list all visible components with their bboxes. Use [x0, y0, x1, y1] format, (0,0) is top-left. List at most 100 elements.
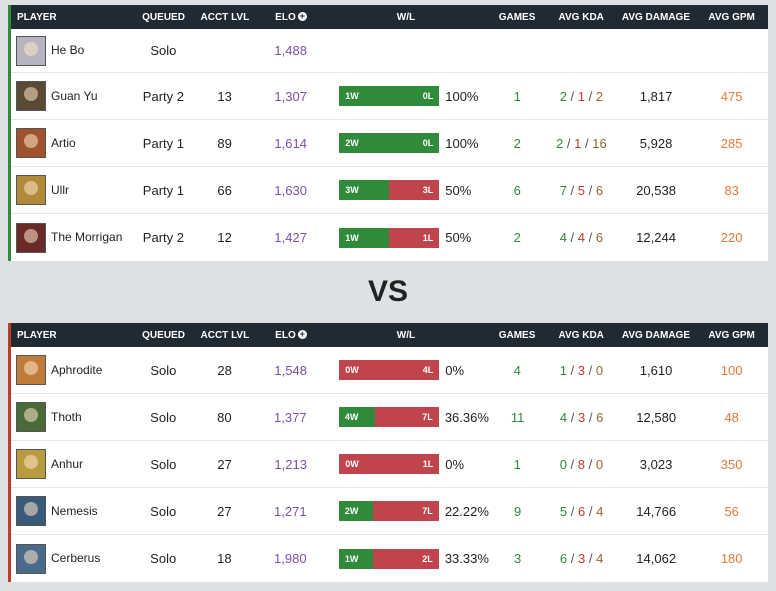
kda-sep: / — [585, 230, 596, 245]
god-avatar[interactable] — [16, 496, 46, 526]
header-games: GAMES — [498, 11, 536, 23]
header-queued: QUEUED — [142, 329, 185, 341]
win-segment: 3W — [339, 180, 390, 200]
plus-icon[interactable]: + — [297, 11, 307, 22]
loss-segment: 1L — [389, 227, 440, 248]
wl-bar: 3W 3L — [339, 180, 440, 200]
wl-bar: 0W 1L — [339, 454, 440, 474]
acct-lvl-value: 12 — [217, 230, 232, 245]
player-row: Ullr Party 1 66 1,630 3W 3L 50% 6 7 / 5 / 6 20,53… — [11, 167, 768, 214]
player-cell: He Bo — [11, 35, 136, 66]
header-wl: W/L — [396, 11, 416, 23]
kda-value: 1 / 3 / 0 — [546, 363, 617, 378]
kda-value: 0 / 8 / 0 — [546, 457, 617, 472]
player-name[interactable]: Thoth — [51, 409, 82, 424]
player-cell: Artio — [11, 128, 136, 158]
win-label: 1W — [344, 553, 359, 564]
win-pct: 33.33% — [444, 551, 489, 566]
gpm-value: 475 — [720, 88, 743, 104]
kills: 4 — [559, 230, 567, 245]
vs-label: VS — [367, 275, 409, 308]
god-avatar[interactable] — [16, 222, 46, 253]
header-elo[interactable]: ELO + — [258, 12, 323, 23]
player-name[interactable]: Ullr — [51, 182, 69, 197]
win-label: 1W — [345, 232, 359, 243]
win-segment: 1W — [339, 227, 390, 248]
table-header: PLAYER QUEUED ACCT LVL ELO + W/L GAMES AV… — [11, 5, 768, 29]
wl-bar: 1W 2L — [338, 548, 439, 569]
player-cell: The Morrigan — [11, 222, 136, 253]
god-avatar[interactable] — [16, 543, 46, 574]
god-avatar[interactable] — [16, 449, 46, 479]
player-name[interactable]: Anhur — [51, 456, 84, 471]
loss-segment: 3L — [389, 180, 440, 200]
header-games: GAMES — [498, 329, 536, 341]
loss-segment: 0W 1L — [339, 454, 440, 474]
queued-value: Solo — [150, 503, 177, 519]
deaths: 1 — [577, 88, 585, 104]
kda-sep: / — [585, 551, 597, 566]
player-name[interactable]: Artio — [51, 135, 76, 150]
kda-sep: / — [566, 230, 578, 245]
queued-value: Solo — [150, 551, 177, 566]
player-cell: Guan Yu — [11, 81, 136, 111]
player-name[interactable]: Aphrodite — [51, 362, 103, 377]
kda-sep: / — [585, 182, 596, 198]
win-pct: 50% — [445, 182, 472, 198]
kills: 5 — [559, 503, 568, 519]
header-avg-damage: AVG DAMAGE — [621, 11, 690, 23]
loss-label: 7L — [422, 506, 433, 516]
header-player: PLAYER — [17, 11, 57, 23]
player-name[interactable]: Cerberus — [51, 551, 101, 565]
player-cell: Ullr — [11, 175, 136, 205]
elo-value: 1,614 — [274, 135, 307, 151]
gpm-value: 56 — [724, 503, 739, 519]
assists: 4 — [596, 503, 604, 519]
acct-lvl-value: 80 — [217, 409, 232, 425]
win-pct: 22.22% — [444, 503, 489, 519]
god-avatar[interactable] — [16, 355, 46, 385]
god-avatar[interactable] — [16, 81, 46, 111]
acct-lvl-value: 27 — [217, 503, 232, 519]
queued-value: Solo — [150, 362, 177, 378]
deaths: 3 — [578, 409, 586, 425]
games-value: 11 — [510, 409, 525, 425]
player-name[interactable]: The Morrigan — [51, 230, 123, 244]
header-elo[interactable]: ELO + — [258, 330, 323, 341]
games-value: 1 — [513, 456, 521, 472]
kda-sep: / — [567, 503, 578, 519]
kda-sep: / — [567, 409, 578, 425]
acct-lvl-value: 89 — [217, 135, 232, 151]
assists: 6 — [596, 409, 604, 425]
kda-sep: / — [585, 409, 597, 425]
player-cell: Anhur — [11, 449, 136, 479]
assists: 16 — [592, 135, 607, 151]
elo-value: 1,427 — [274, 230, 307, 245]
player-name[interactable]: Guan Yu — [51, 88, 98, 103]
gpm-value: 180 — [720, 551, 743, 566]
win-segment: 1W — [338, 548, 373, 569]
gpm-value: 285 — [720, 135, 743, 151]
deaths: 1 — [574, 135, 582, 151]
header-avg-kda: AVG KDA — [558, 329, 604, 341]
kda-sep: / — [563, 135, 575, 151]
win-label: 2W — [345, 138, 359, 148]
player-name[interactable]: Nemesis — [51, 503, 98, 518]
god-avatar[interactable] — [16, 175, 46, 205]
acct-lvl-value: 28 — [217, 362, 232, 378]
queued-value: Solo — [150, 456, 177, 472]
player-cell: Nemesis — [11, 496, 135, 526]
gpm-value: 48 — [724, 409, 739, 425]
loss-segment: 0W 4L — [339, 360, 440, 380]
loss-label: 1L — [422, 232, 434, 243]
wl-cell: 0W 1L 0% — [323, 454, 488, 474]
player-name[interactable]: He Bo — [51, 43, 85, 57]
win-label: 2W — [344, 506, 359, 516]
god-avatar[interactable] — [16, 128, 46, 158]
kills: 0 — [559, 456, 567, 472]
plus-icon[interactable]: + — [297, 329, 307, 340]
god-avatar[interactable] — [16, 402, 46, 432]
god-avatar[interactable] — [16, 35, 46, 66]
elo-value: 1,377 — [274, 409, 307, 425]
